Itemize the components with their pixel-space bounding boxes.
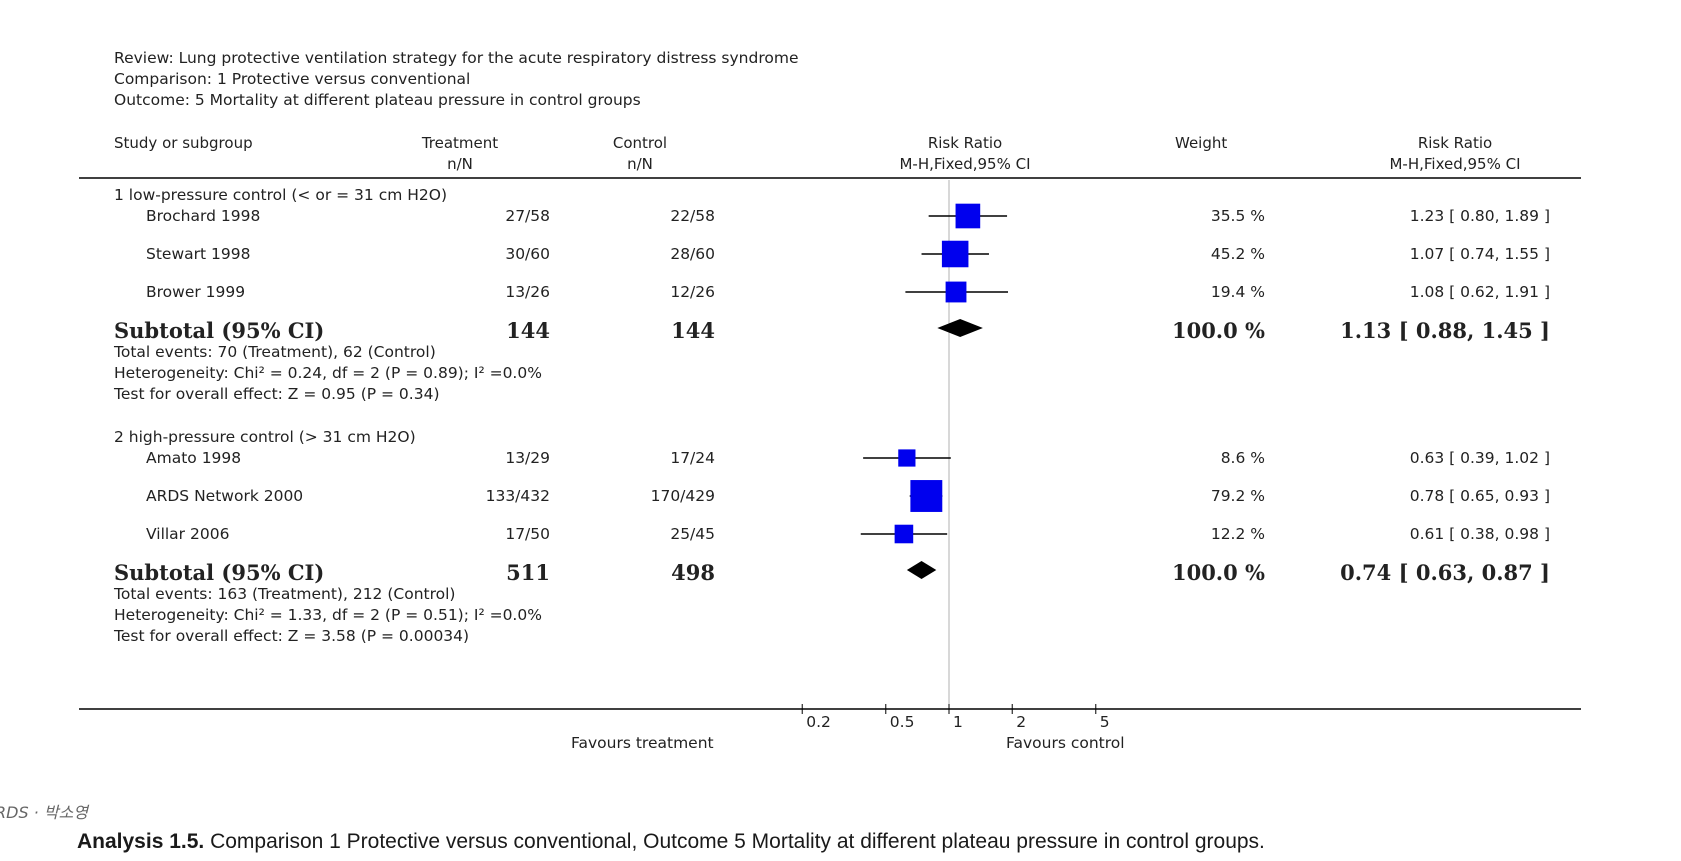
study-ci: 1.07 [ 0.74, 1.55 ] (1409, 245, 1550, 263)
weight-box (910, 480, 943, 512)
subtotal-weight: 100.0 % (1171, 318, 1265, 343)
axis-tick-label: 5 (1100, 713, 1110, 731)
group-title: 2 high-pressure control (> 31 cm H2O) (114, 428, 416, 446)
review-title: Review: Lung protective ventilation stra… (114, 49, 799, 67)
col-treatment: Treatment (421, 134, 499, 152)
study-treatment: 30/60 (505, 245, 550, 263)
col-weight: Weight (1175, 134, 1228, 152)
weight-box (955, 203, 981, 229)
axis-tick-label: 1 (953, 713, 963, 731)
heterogeneity: Heterogeneity: Chi² = 1.33, df = 2 (P = … (114, 606, 542, 624)
study-control: 170/429 (650, 487, 715, 505)
study-treatment: 17/50 (505, 525, 550, 543)
subtotal-control: 144 (671, 318, 715, 343)
subtotal-label: Subtotal (95% CI) (114, 318, 325, 343)
study-treatment: 133/432 (485, 487, 550, 505)
study-name: Amato 1998 (146, 449, 242, 467)
col-study: Study or subgroup (114, 134, 253, 152)
study-weight: 12.2 % (1210, 525, 1265, 543)
study-name: ARDS Network 2000 (146, 487, 304, 505)
study-control: 12/26 (670, 283, 715, 301)
subtotal-treatment: 511 (506, 560, 550, 585)
weight-box (898, 449, 916, 467)
col-risk-ratio-plot-sub: M-H,Fixed,95% CI (899, 155, 1031, 173)
col-control: Control (612, 134, 668, 152)
study-name: Brochard 1998 (146, 207, 261, 225)
study-name: Villar 2006 (146, 525, 230, 543)
study-weight: 45.2 % (1210, 245, 1265, 263)
total-events: Total events: 163 (Treatment), 212 (Cont… (114, 585, 456, 603)
source-tag: RDS · 박소영 (0, 803, 89, 822)
study-control: 17/24 (670, 449, 715, 467)
weight-box (894, 524, 914, 544)
study-treatment: 27/58 (505, 207, 550, 225)
overall-effect: Test for overall effect: Z = 3.58 (P = 0… (114, 627, 470, 645)
caption-text: Comparison 1 Protective versus conventio… (204, 830, 1265, 853)
subtotal-label: Subtotal (95% CI) (114, 560, 325, 585)
col-treatment-sub: n/N (447, 155, 473, 173)
overall-effect: Test for overall effect: Z = 0.95 (P = 0… (114, 385, 440, 403)
study-ci: 0.61 [ 0.38, 0.98 ] (1409, 525, 1550, 543)
col-control-sub: n/N (627, 155, 653, 173)
study-ci: 0.78 [ 0.65, 0.93 ] (1409, 487, 1550, 505)
favours-control-label: Favours control (1006, 734, 1125, 752)
subtotal-ci: 0.74 [ 0.63, 0.87 ] (1340, 560, 1550, 585)
figure-caption: Analysis 1.5. Comparison 1 Protective ve… (77, 830, 1265, 854)
col-risk-ratio-plot: Risk Ratio (927, 134, 1003, 152)
study-name: Brower 1999 (146, 283, 246, 301)
subtotal-ci: 1.13 [ 0.88, 1.45 ] (1340, 318, 1550, 343)
comparison-title: Comparison: 1 Protective versus conventi… (114, 70, 471, 88)
study-weight: 8.6 % (1220, 449, 1265, 467)
axis-tick-label: 2 (1016, 713, 1026, 731)
study-treatment: 13/29 (505, 449, 550, 467)
study-control: 22/58 (670, 207, 715, 225)
study-control: 25/45 (670, 525, 715, 543)
study-name: Stewart 1998 (146, 245, 251, 263)
study-weight: 79.2 % (1210, 487, 1265, 505)
heterogeneity: Heterogeneity: Chi² = 0.24, df = 2 (P = … (114, 364, 542, 382)
outcome-title: Outcome: 5 Mortality at different platea… (114, 91, 641, 109)
subtotal-diamond (937, 319, 983, 337)
axis-tick-label: 0.2 (806, 713, 831, 731)
subtotal-control: 498 (671, 560, 715, 585)
study-ci: 0.63 [ 0.39, 1.02 ] (1409, 449, 1550, 467)
group-title: 1 low-pressure control (< or = 31 cm H2O… (114, 186, 448, 204)
favours-treatment-label: Favours treatment (571, 734, 714, 752)
col-risk-ratio: Risk Ratio (1417, 134, 1493, 152)
study-ci: 1.08 [ 0.62, 1.91 ] (1409, 283, 1550, 301)
study-ci: 1.23 [ 0.80, 1.89 ] (1409, 207, 1550, 225)
study-weight: 19.4 % (1210, 283, 1265, 301)
axis-tick-label: 0.5 (890, 713, 915, 731)
study-treatment: 13/26 (505, 283, 550, 301)
study-control: 28/60 (670, 245, 715, 263)
study-weight: 35.5 % (1210, 207, 1265, 225)
weight-box (945, 281, 967, 303)
weight-box (941, 240, 969, 268)
subtotal-weight: 100.0 % (1171, 560, 1265, 585)
total-events: Total events: 70 (Treatment), 62 (Contro… (114, 343, 436, 361)
subtotal-treatment: 144 (506, 318, 550, 343)
subtotal-diamond (906, 561, 937, 579)
col-risk-ratio-sub: M-H,Fixed,95% CI (1389, 155, 1521, 173)
caption-bold: Analysis 1.5. (77, 830, 205, 853)
